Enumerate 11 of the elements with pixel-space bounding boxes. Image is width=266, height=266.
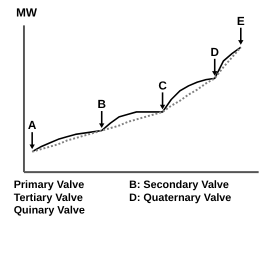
annotation: B	[97, 98, 106, 112]
annotation: A	[28, 119, 37, 132]
annotation: D	[210, 46, 219, 59]
annotation: E	[236, 14, 245, 28]
text: Tertiary Valve	[14, 192, 83, 204]
annotation: C	[158, 79, 168, 92]
text: Primary Valve	[14, 179, 84, 192]
y-axis-title: MW	[16, 6, 38, 20]
text: B: Secondary Valve	[129, 179, 229, 192]
text: D: Quaternary Valve	[129, 192, 232, 204]
text: Quinary Valve	[14, 204, 85, 217]
